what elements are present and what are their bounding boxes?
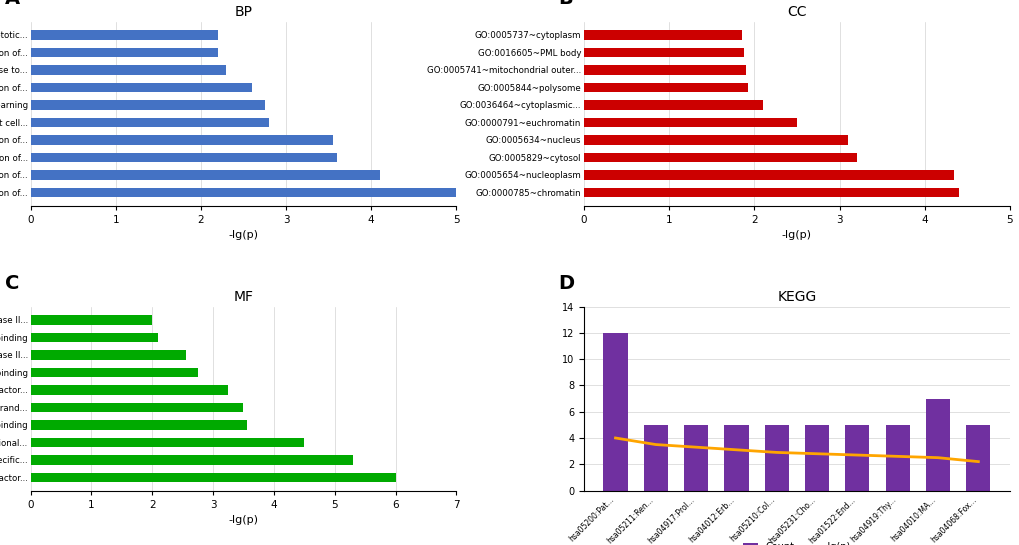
Title: CC: CC xyxy=(787,5,806,19)
Bar xyxy=(584,83,747,92)
Bar xyxy=(804,425,828,490)
Bar xyxy=(584,187,958,197)
Bar xyxy=(764,425,788,490)
Bar xyxy=(925,398,950,490)
Bar xyxy=(31,65,226,75)
X-axis label: -lg(p): -lg(p) xyxy=(228,515,258,525)
Text: B: B xyxy=(558,0,573,8)
Bar xyxy=(31,315,152,325)
Bar xyxy=(584,135,847,145)
Bar xyxy=(584,30,741,40)
Bar xyxy=(684,425,707,490)
Title: KEGG: KEGG xyxy=(776,290,816,304)
Legend: Count, -lg(p): Count, -lg(p) xyxy=(739,538,854,545)
Bar xyxy=(31,170,379,180)
Bar xyxy=(31,100,265,110)
Bar xyxy=(884,425,909,490)
Bar xyxy=(643,425,667,490)
Bar xyxy=(31,455,353,465)
Bar xyxy=(31,118,269,128)
Bar xyxy=(603,333,627,490)
Bar xyxy=(584,47,744,57)
Bar xyxy=(31,438,304,447)
Bar xyxy=(31,47,218,57)
Bar xyxy=(965,425,989,490)
Title: BP: BP xyxy=(234,5,253,19)
Bar xyxy=(31,83,252,92)
Title: MF: MF xyxy=(233,290,253,304)
Bar xyxy=(584,65,745,75)
Bar xyxy=(31,135,332,145)
Bar xyxy=(31,420,247,429)
Bar xyxy=(31,30,218,40)
Bar xyxy=(31,403,244,412)
X-axis label: -lg(p): -lg(p) xyxy=(228,230,258,240)
Bar xyxy=(31,385,228,395)
Bar xyxy=(845,425,868,490)
Bar xyxy=(584,170,954,180)
Bar xyxy=(31,187,455,197)
Bar xyxy=(31,367,198,377)
Bar xyxy=(31,332,158,342)
X-axis label: -lg(p): -lg(p) xyxy=(782,230,811,240)
Bar xyxy=(584,100,762,110)
Bar xyxy=(584,153,856,162)
Bar xyxy=(31,153,337,162)
Bar xyxy=(31,350,185,360)
Text: D: D xyxy=(558,274,574,293)
Bar xyxy=(31,473,395,482)
Bar xyxy=(584,118,796,128)
Text: C: C xyxy=(5,274,19,293)
Text: A: A xyxy=(5,0,20,8)
Bar xyxy=(723,425,748,490)
